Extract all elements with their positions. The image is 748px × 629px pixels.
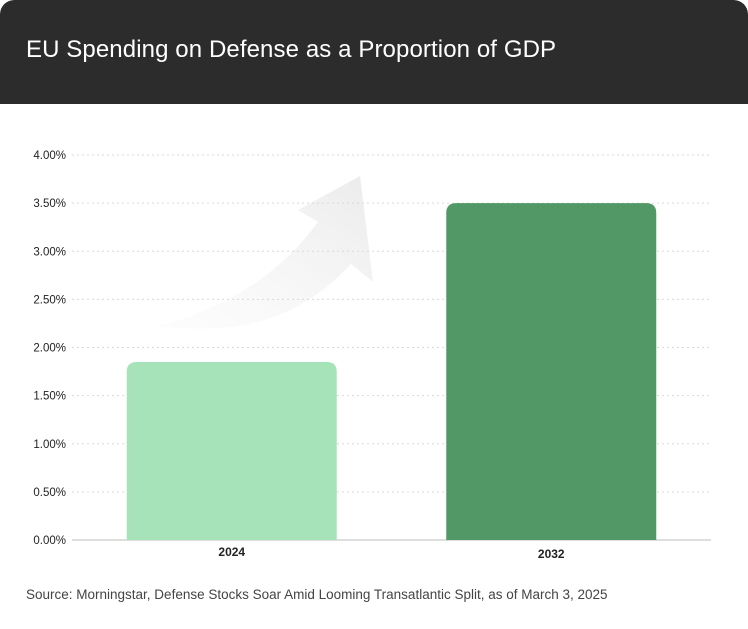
x-tick-label: 2032 [538, 547, 565, 561]
chart-header: EU Spending on Defense as a Proportion o… [0, 0, 748, 104]
y-tick-label: 2.50% [33, 294, 66, 306]
y-tick-label: 2.00% [33, 343, 66, 355]
y-tick-label: 3.50% [33, 198, 66, 210]
source-note: Source: Morningstar, Defense Stocks Soar… [26, 587, 608, 602]
y-tick-label: 4.00% [33, 150, 66, 162]
bar-2024 [126, 361, 337, 540]
y-tick-label: 3.00% [33, 246, 66, 258]
y-tick-label: 0.50% [33, 487, 66, 499]
x-tick-label: 2024 [218, 545, 245, 559]
bar-chart: 0.00% 0.50% 1.00% 1.50% 2.00% 2.50% 3.00% 3.50%… [33, 150, 711, 561]
chart-title: EU Spending on Defense as a Proportion o… [26, 36, 557, 63]
y-tick-label: 1.00% [33, 439, 66, 451]
upward-arrow-decoration [158, 176, 373, 329]
bar-2032 [446, 203, 657, 540]
y-tick-label: 0.00% [33, 535, 66, 547]
y-tick-label: 1.50% [33, 391, 66, 403]
